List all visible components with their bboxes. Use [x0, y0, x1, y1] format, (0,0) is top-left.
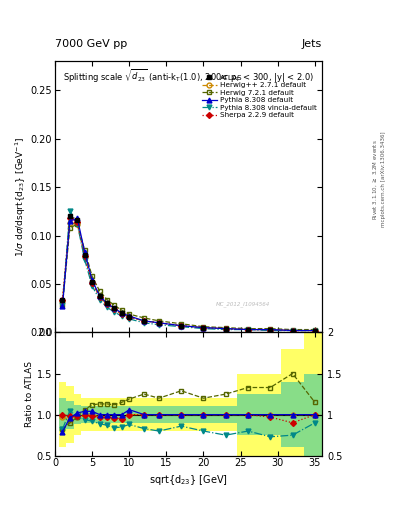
Bar: [73, 394, 81, 435]
Bar: [111, 407, 118, 423]
Bar: [103, 398, 111, 431]
Text: MC_2012_I1094564: MC_2012_I1094564: [215, 302, 270, 307]
Bar: [73, 405, 81, 424]
Bar: [96, 407, 103, 423]
Bar: [137, 398, 152, 431]
Bar: [66, 401, 73, 429]
Bar: [125, 398, 137, 431]
Bar: [304, 374, 326, 456]
Bar: [88, 407, 96, 423]
Bar: [88, 398, 96, 431]
Text: mcplots.cern.ch [arXiv:1306.3436]: mcplots.cern.ch [arXiv:1306.3436]: [381, 132, 386, 227]
Text: Rivet 3.1.10, $\geq$ 3.2M events: Rivet 3.1.10, $\geq$ 3.2M events: [371, 139, 379, 220]
Bar: [118, 398, 125, 431]
Bar: [304, 332, 326, 456]
Bar: [259, 374, 281, 456]
Bar: [103, 407, 111, 423]
Bar: [237, 394, 259, 435]
Bar: [170, 398, 192, 431]
Y-axis label: Ratio to ATLAS: Ratio to ATLAS: [25, 361, 34, 427]
X-axis label: sqrt{d$_{23}$} [GeV]: sqrt{d$_{23}$} [GeV]: [149, 473, 228, 486]
Bar: [152, 407, 170, 423]
Bar: [81, 407, 88, 423]
Bar: [111, 398, 118, 431]
Text: 7000 GeV pp: 7000 GeV pp: [55, 38, 127, 49]
Bar: [137, 407, 152, 423]
Bar: [215, 407, 237, 423]
Bar: [259, 394, 281, 435]
Text: Splitting scale $\sqrt{d_{23}}$ (anti-k$_\mathrm{T}$(1.0), 200< p$_\mathrm{T}$ <: Splitting scale $\sqrt{d_{23}}$ (anti-k$…: [63, 67, 314, 84]
Bar: [81, 398, 88, 431]
Bar: [215, 398, 237, 431]
Bar: [192, 398, 215, 431]
Bar: [59, 398, 66, 431]
Bar: [281, 349, 304, 480]
Bar: [96, 398, 103, 431]
Bar: [118, 407, 125, 423]
Text: Jets: Jets: [302, 38, 322, 49]
Bar: [237, 374, 259, 456]
Bar: [125, 407, 137, 423]
Bar: [281, 382, 304, 447]
Bar: [170, 407, 192, 423]
Bar: [66, 386, 73, 443]
Legend: ATLAS, Herwig++ 2.7.1 default, Herwig 7.2.1 default, Pythia 8.308 default, Pythi: ATLAS, Herwig++ 2.7.1 default, Herwig 7.…: [200, 73, 319, 120]
Bar: [59, 382, 66, 447]
Y-axis label: 1/$\sigma$ d$\sigma$/dsqrt{d$_{23}$} [GeV$^{-1}$]: 1/$\sigma$ d$\sigma$/dsqrt{d$_{23}$} [Ge…: [13, 137, 28, 257]
Bar: [192, 407, 215, 423]
Bar: [152, 398, 170, 431]
